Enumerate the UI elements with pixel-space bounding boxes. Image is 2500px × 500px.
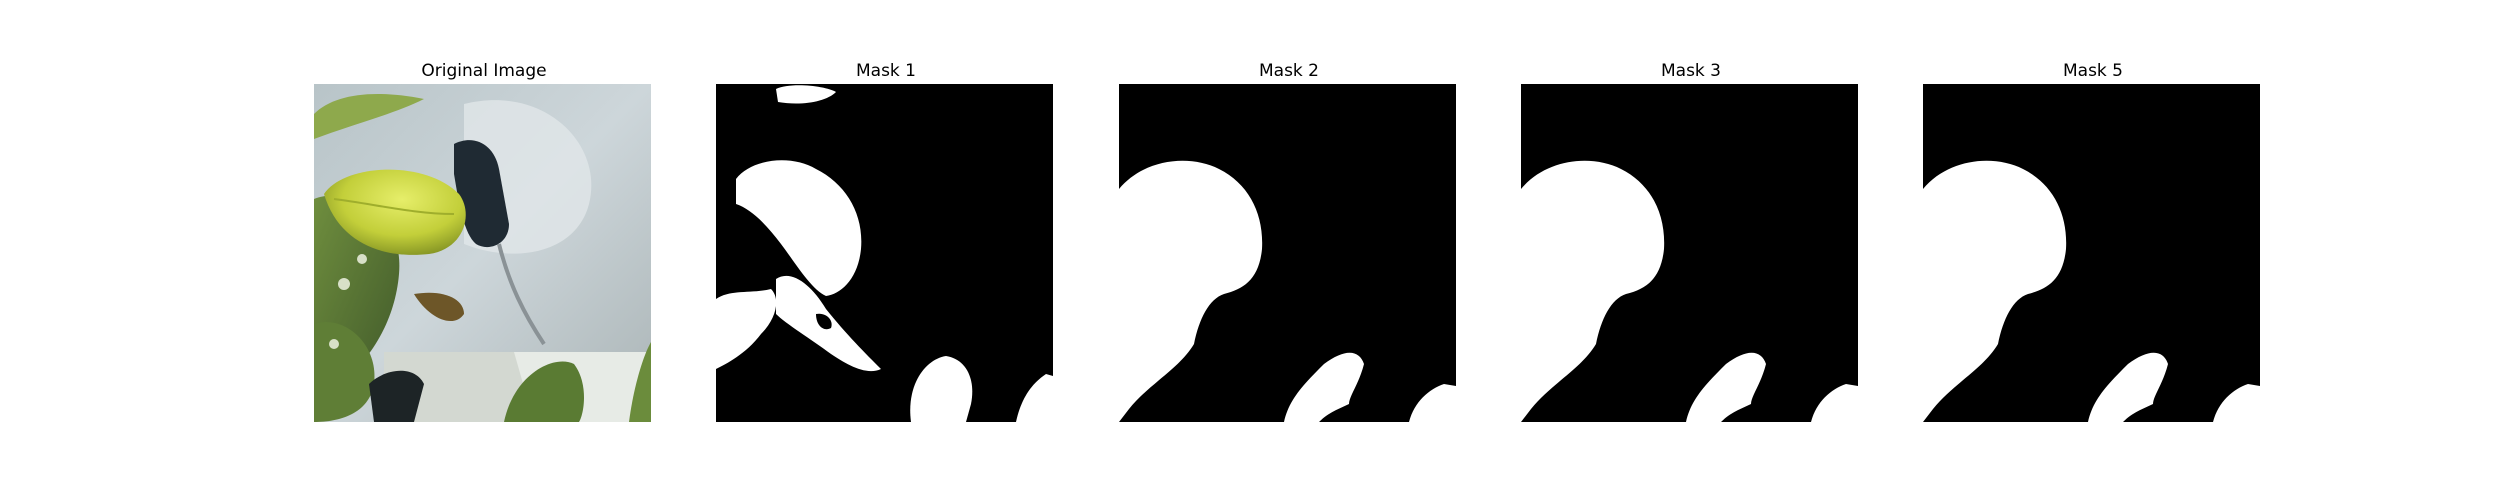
mask-1-image xyxy=(716,84,1053,422)
panel-title: Mask 3 xyxy=(1660,61,1721,81)
mask-2-image xyxy=(1119,84,1456,422)
panel-title: Mask 2 xyxy=(1258,61,1319,81)
panel-mask-5: Mask 5 xyxy=(1923,58,2263,422)
panel-original-image: Original Image xyxy=(314,58,654,422)
mask-3-image xyxy=(1521,84,1858,422)
panel-title: Mask 1 xyxy=(855,61,916,81)
panel-mask-1: Mask 1 xyxy=(716,58,1056,422)
panel-title: Mask 5 xyxy=(2062,61,2123,81)
panel-mask-2: Mask 2 xyxy=(1119,58,1459,422)
panel-mask-3: Mask 3 xyxy=(1521,58,1861,422)
panel-title: Original Image xyxy=(421,61,547,81)
mask-5-image xyxy=(1923,84,2260,422)
original-photo xyxy=(314,84,651,422)
